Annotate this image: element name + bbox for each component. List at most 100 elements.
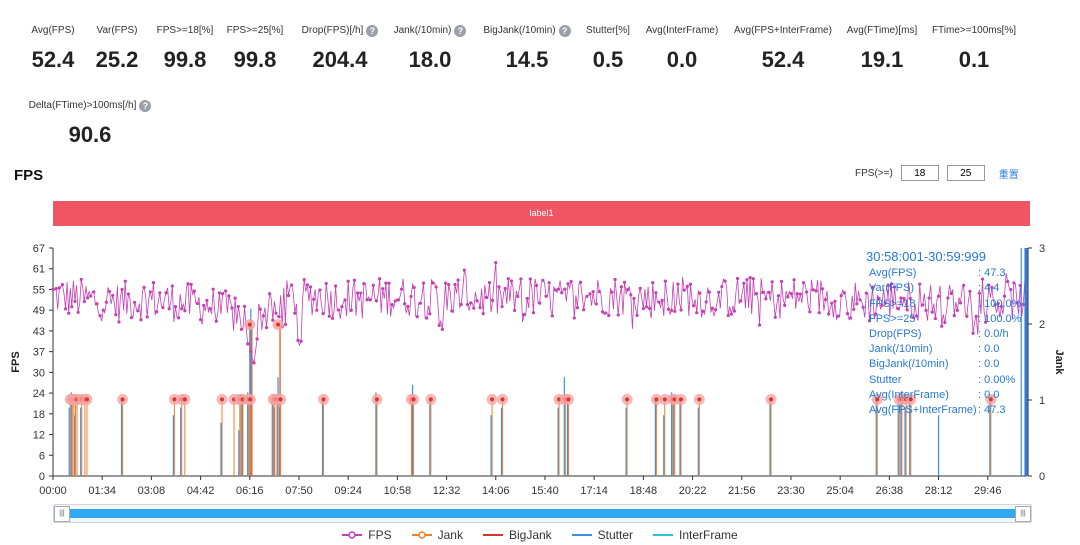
fps-point [268,292,272,296]
fps-point [318,288,322,292]
jank-marker-dot [84,397,89,402]
fps-point [264,326,269,330]
x-tick-label: 01:34 [88,485,116,497]
fps-point [666,307,671,311]
fps-point [817,311,821,315]
tooltip-row: Stutter: 0.00% [866,373,1026,388]
legend-item[interactable]: Stutter [571,528,633,542]
fps-point [198,318,203,322]
fps-point [792,278,796,282]
x-tick-label: 17:14 [580,485,608,497]
fps-point [990,285,994,290]
jank-marker-dot [566,397,571,402]
fps-point [610,290,614,294]
time-range-slider[interactable]: ||| ||| [53,504,1032,523]
fps-point [346,279,350,283]
metric-label: Drop(FPS)[/h]? [301,24,379,37]
reset-link[interactable]: 重置 [998,169,1019,181]
fps-point [51,287,55,291]
fps-point [161,306,165,310]
fps-threshold-input-2[interactable] [946,165,985,181]
legend-swatch [482,534,503,536]
fps-point [528,277,532,281]
metric-8: Avg(InterFrame) 0.0 [602,20,762,73]
fps-point [563,287,567,291]
jank-marker-dot [220,397,225,402]
fps-point [635,313,639,318]
fps-point [801,281,806,285]
fps-point [334,284,338,288]
help-icon[interactable]: ? [366,24,379,37]
fps-point [757,323,762,327]
fps-point [246,342,250,346]
fps-point [356,291,360,295]
fps-threshold-input-1[interactable] [900,165,939,181]
y-tick-label: 67 [33,243,45,255]
fps-point [151,281,156,285]
fps-point [1021,302,1025,307]
fps-point [277,315,281,319]
fps-point [911,315,916,320]
fps-point [899,296,903,300]
tooltip-row: BigJank(/10min): 0.0 [866,357,1026,372]
fps-point [908,296,912,301]
fps-point [710,306,715,310]
slider-left-handle[interactable]: ||| [54,506,70,522]
metric-3: FPS>=25[%] 99.8 [175,20,335,73]
slider-range-fill[interactable] [64,509,1021,518]
tooltip-row: Var(FPS): 4.4 [866,281,1026,296]
fps-point [340,305,344,309]
fps-point [867,319,872,323]
fps-point [550,314,554,318]
fps-point [833,299,837,303]
jank-marker-dot [662,397,667,402]
legend-item[interactable]: Jank [411,528,463,542]
fps-point [811,288,815,292]
y-tick-label: 49 [33,305,45,317]
fps-point [538,301,542,305]
fps-point [877,296,881,300]
tooltip-value: : 47.3 [978,403,1006,416]
metric-10: Avg(FTime)[ms] 19.1 [802,20,962,73]
fps-point [177,316,181,320]
y-axis-title: FPS [10,351,22,372]
metric-11: FTime>=100ms[%] 0.1 [894,20,1054,73]
tooltip-key: FPS>=25 [869,312,916,325]
fps-point [786,295,790,299]
x-tick-label: 07:50 [285,485,313,497]
legend-item[interactable]: BigJank [482,528,552,542]
legend-item[interactable]: InterFrame [653,528,738,542]
fps-point [626,288,630,292]
fps-point [883,301,887,305]
label-bar[interactable]: label1 [53,201,1030,226]
metric-value: 18.0 [408,47,452,72]
metric-label-text: Drop(FPS)[/h] [301,25,364,36]
fps-point [302,278,306,282]
fps-point [92,290,96,294]
help-icon[interactable]: ? [139,99,152,112]
fps-point [73,299,77,303]
jank-marker-dot [428,397,433,402]
metric-value: 19.1 [860,47,904,72]
legend-item[interactable]: FPS [342,528,392,542]
fps-point [258,307,262,311]
tooltip-row: Avg(FPS+InterFrame): 47.3 [866,403,1026,418]
fps-point [971,331,975,335]
bigjank-marker-dot [247,322,252,327]
x-tick-label: 23:30 [777,485,805,497]
fps-point [513,308,517,313]
metric-label: BigJank(/10min)? [483,24,571,37]
fps-point [968,289,972,294]
x-tick-label: 26:38 [876,485,904,497]
tooltip-row: FPS>=25: 100.0% [866,312,1026,327]
chart-legend: FPS Jank BigJank Stutter InterFrame [0,528,1080,542]
fps-point [965,314,969,318]
help-icon[interactable]: ? [558,24,571,37]
fps-point [472,306,476,310]
slider-right-handle[interactable]: ||| [1015,506,1031,522]
help-icon[interactable]: ? [454,24,467,37]
fps-point [594,302,598,306]
tooltip-key: Avg(FPS+InterFrame) [869,403,977,416]
fps-point [180,307,184,311]
